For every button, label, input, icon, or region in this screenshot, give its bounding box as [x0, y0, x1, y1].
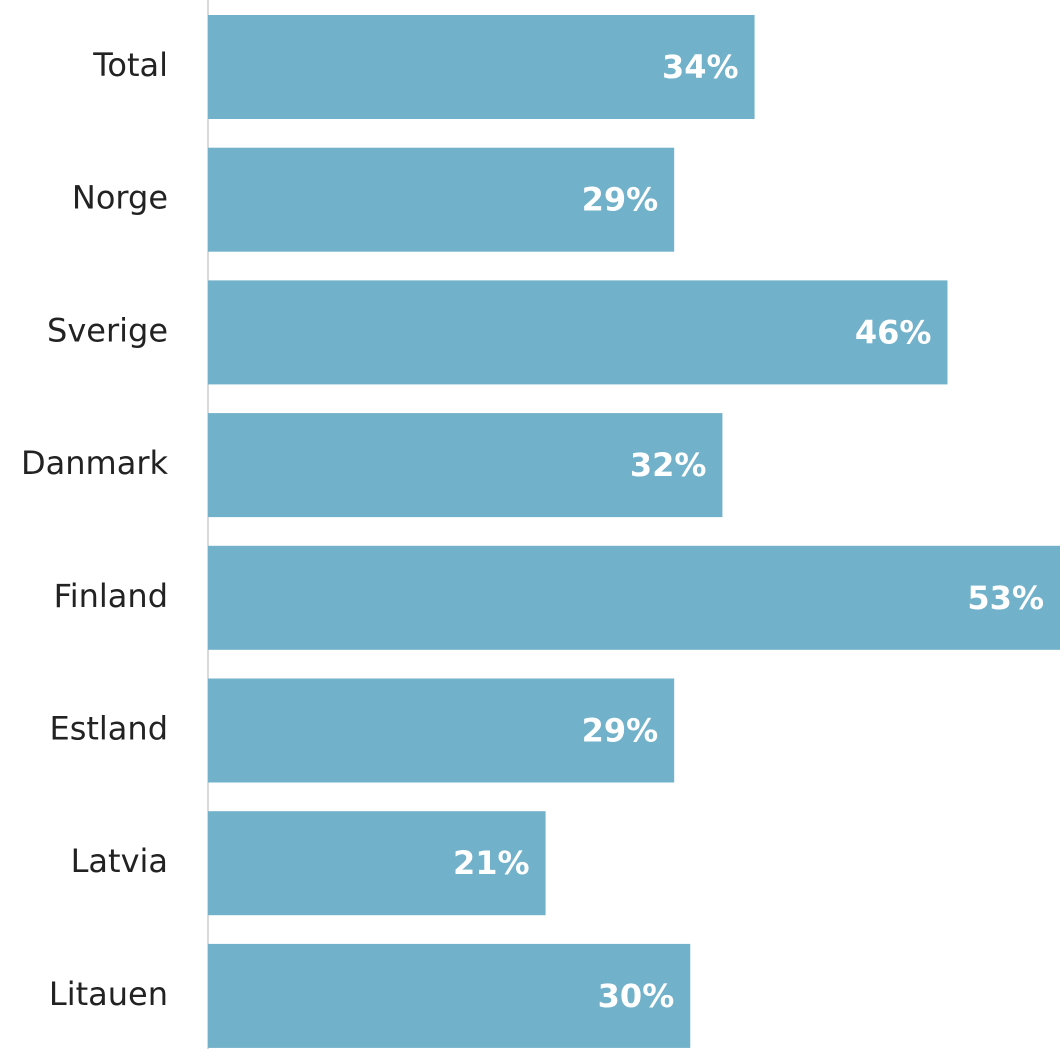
data-label: 30% — [598, 977, 675, 1015]
bar — [208, 943, 691, 1048]
y-tick-label: Estland — [49, 710, 168, 748]
y-tick-label: Latvia — [71, 842, 168, 880]
data-label: 46% — [855, 313, 932, 351]
bar — [208, 147, 675, 252]
y-tick-label: Total — [92, 46, 168, 84]
bar — [208, 280, 948, 385]
bar — [208, 811, 546, 916]
data-label: 34% — [662, 48, 739, 86]
y-tick-label: Finland — [54, 577, 168, 615]
data-label: 53% — [967, 579, 1044, 617]
data-label: 21% — [453, 844, 530, 882]
data-label: 29% — [582, 712, 659, 750]
data-label: 29% — [582, 181, 659, 219]
bar — [208, 678, 675, 783]
bar — [208, 545, 1060, 650]
y-tick-label: Sverige — [47, 311, 168, 349]
data-label: 32% — [630, 446, 707, 484]
y-tick-label: Norge — [72, 179, 168, 217]
bar — [208, 15, 755, 119]
bar — [208, 413, 723, 518]
y-tick-label: Danmark — [21, 444, 168, 482]
y-tick-label: Litauen — [49, 975, 168, 1013]
